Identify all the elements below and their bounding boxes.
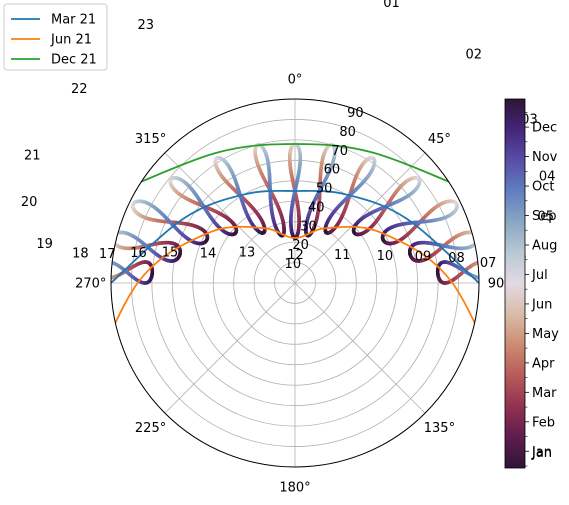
colorbar-label-oct: Oct: [532, 180, 554, 195]
angular-tick-label: 180°: [279, 481, 310, 496]
colorbar-label-jun: Jun: [531, 297, 552, 312]
hour-label-22: 22: [71, 82, 88, 97]
legend-label-jun: Jun 21: [50, 33, 92, 48]
analemma-segment: [101, 264, 102, 265]
axis-labels: 1020304050607080900°45°90°135°180°225°27…: [75, 72, 511, 495]
angular-tick-label: 270°: [75, 277, 106, 292]
colorbar-label-nov: Nov: [532, 150, 558, 165]
analemma-segment: [489, 274, 490, 275]
legend: Mar 21 Jun 21 Dec 21: [3, 3, 108, 71]
analemma-segment: [101, 274, 102, 275]
hour-label-14: 14: [200, 247, 217, 262]
analemma-segment: [112, 232, 117, 237]
colorbar-label-jul: Jul: [531, 268, 548, 283]
colorbar-label-apr: Apr: [532, 356, 555, 371]
colorbar-label-sep: Sep: [532, 209, 557, 224]
colorbar-label-mar: Mar: [532, 386, 557, 401]
polar-grid: [110, 98, 480, 468]
polar-frame: [110, 98, 480, 468]
angular-gridline: [294, 282, 426, 414]
radial-tick-label: 30: [300, 219, 317, 234]
hour-label-17: 17: [99, 247, 116, 262]
hour-label-20: 20: [21, 195, 38, 210]
analemma-hour-14: [213, 155, 267, 235]
hour-label-16: 16: [130, 246, 147, 261]
series-jun-21: [111, 225, 479, 409]
angular-tick-label: 135°: [424, 421, 455, 436]
analemma-hour-10: [323, 155, 377, 235]
angular-tick-label: 0°: [288, 72, 303, 87]
analemma-segment: [101, 265, 102, 266]
hour-label-15: 15: [162, 245, 179, 260]
colorbar-label-jan: Jan: [531, 445, 552, 460]
analemma-hour-16: [131, 199, 210, 246]
angular-tick-label: 225°: [135, 421, 166, 436]
radial-tick-label: 70: [331, 144, 348, 159]
angular-gridline: [164, 282, 296, 414]
colorbar-label-dec: Dec: [532, 121, 557, 136]
hour-label-01: 01: [383, 0, 400, 11]
analemma-hour-09: [351, 176, 422, 237]
hour-label-02: 02: [465, 48, 482, 63]
hour-label-08: 08: [448, 251, 465, 266]
hour-label-11: 11: [334, 248, 351, 263]
hour-label-19: 19: [36, 237, 53, 252]
analemma-segment: [473, 232, 478, 237]
analemma-segment: [111, 240, 117, 246]
analemma-hour-15: [168, 176, 239, 237]
analemma-hour-18: [101, 260, 155, 285]
radial-tick-label: 10: [285, 257, 302, 272]
hour-label-21: 21: [24, 148, 41, 163]
hour-label-05: 05: [538, 209, 555, 224]
hour-label-12: 12: [287, 248, 304, 263]
analemma-segment: [473, 240, 479, 246]
legend-label-dec: Dec 21: [51, 53, 97, 68]
analemma-segment: [101, 275, 102, 276]
radial-tick-label: 90: [347, 106, 364, 121]
hour-label-13: 13: [239, 245, 256, 260]
hour-label-07: 07: [480, 256, 497, 271]
polar-outline: [110, 98, 480, 468]
plot-area: [101, 142, 490, 409]
legend-frame: [3, 3, 108, 71]
radial-tick-label: 20: [292, 238, 309, 253]
colorbar-label-aug: Aug: [532, 238, 557, 253]
angular-tick-label: 45°: [428, 132, 451, 147]
hour-label-23: 23: [137, 18, 154, 33]
hour-label-18: 18: [72, 246, 89, 261]
radial-tick-label: 40: [308, 200, 325, 215]
hour-label-09: 09: [415, 249, 432, 264]
legend-label-mar: Mar 21: [51, 13, 96, 28]
radial-tick-label: 50: [316, 182, 333, 197]
hour-label-10: 10: [377, 249, 394, 264]
analemma-segment: [488, 275, 489, 276]
hour-label-04: 04: [539, 169, 556, 184]
colorbar-label-feb: Feb: [532, 415, 555, 430]
colorbar-gradient: [504, 98, 526, 469]
colorbar-label-may: May: [532, 327, 559, 342]
analemma-hour-08: [380, 199, 459, 246]
radial-tick-label: 80: [339, 125, 356, 140]
series-mar-21: [111, 189, 479, 284]
analemma-hour-07: [407, 230, 479, 263]
colorbar-label-duplicate: Jan: [531, 446, 552, 461]
angular-tick-label: 315°: [135, 132, 166, 147]
series-dec-21: [128, 143, 462, 188]
radial-tick-label: 60: [324, 163, 341, 178]
